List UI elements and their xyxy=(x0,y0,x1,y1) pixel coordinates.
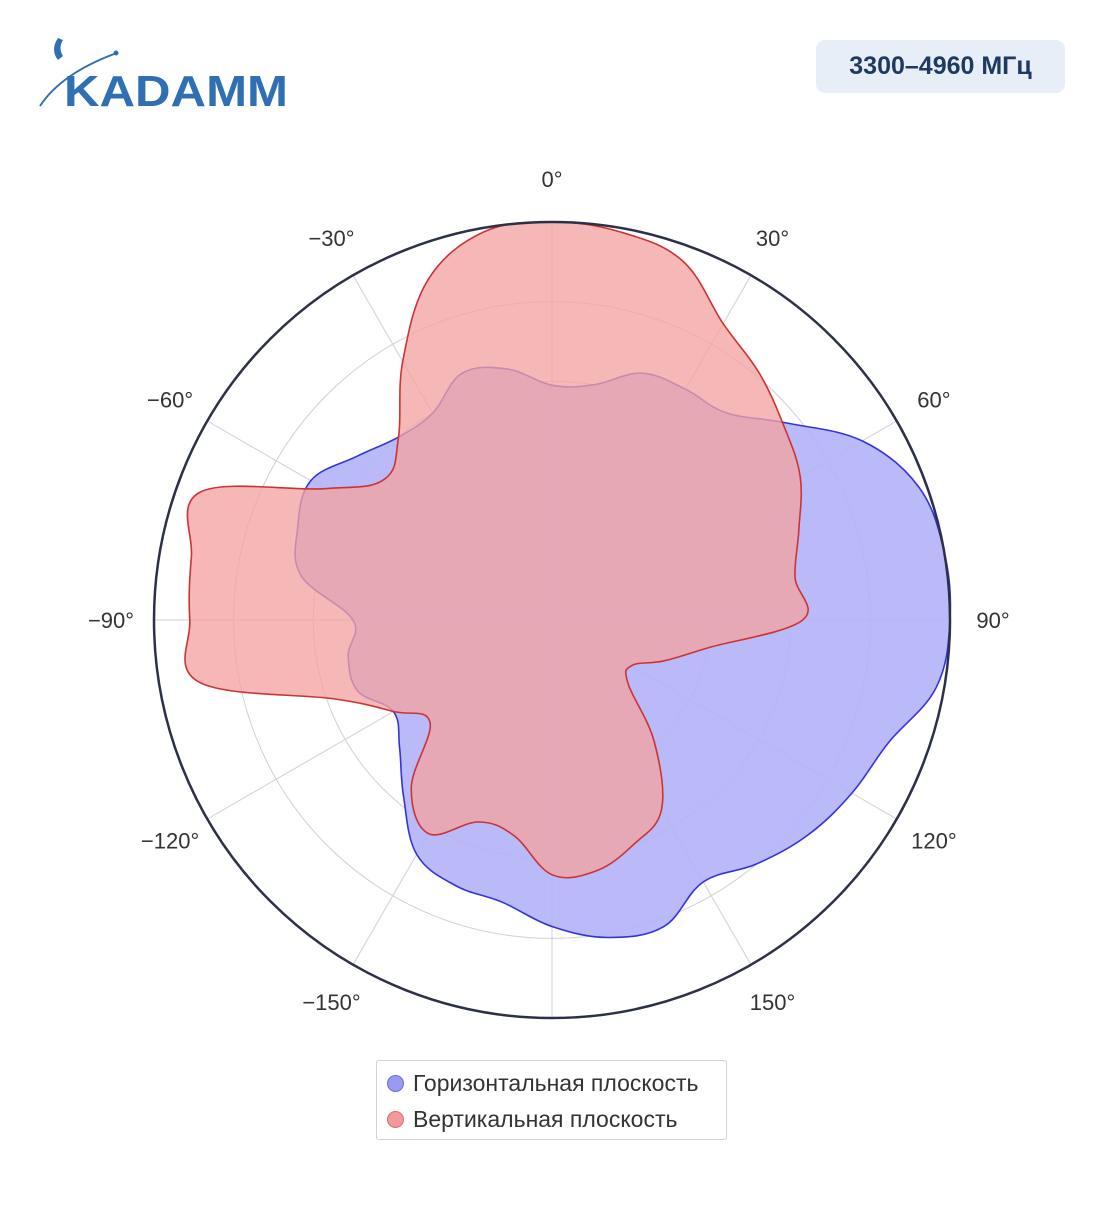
frequency-label: 3300–4960 МГц xyxy=(849,52,1032,80)
angular-tick-label: 0° xyxy=(541,167,562,192)
angular-tick-label: −60° xyxy=(147,388,193,413)
angular-tick-labels: 0° 30° 60° 90° 120° 150° 180° −150° −120° −90° −60… xyxy=(88,167,1010,1074)
polar-frame xyxy=(152,220,952,1020)
legend-swatch-vertical xyxy=(387,1110,404,1128)
kadamm-logo: KADAMM xyxy=(39,38,288,114)
angular-tick-label: 180° xyxy=(529,1049,575,1074)
logo-dot-icon xyxy=(113,50,119,56)
logo-swoosh-icon xyxy=(39,53,115,107)
series-vertical-area xyxy=(184,221,809,879)
polar-outer-ring xyxy=(152,220,952,1020)
legend-label-vertical: Вертикальная плоскость xyxy=(413,1105,678,1132)
angular-tick-label: −90° xyxy=(88,608,134,633)
frequency-badge: 3300–4960 МГц xyxy=(816,40,1065,93)
angular-tick-label: −30° xyxy=(308,226,354,251)
angular-tick-label: 90° xyxy=(976,608,1009,633)
legend-swatch-horizontal xyxy=(387,1074,404,1092)
legend-item-vertical[interactable]: Вертикальная плоскость xyxy=(387,1104,677,1134)
logo-wave-icon xyxy=(54,38,63,60)
legend: Горизонтальная плоскость Вертикальная пл… xyxy=(376,1060,727,1140)
angular-tick-label: 30° xyxy=(756,226,789,251)
angular-tick-label: −150° xyxy=(302,990,360,1015)
series-layer xyxy=(184,221,952,939)
legend-item-horizontal[interactable]: Горизонтальная плоскость xyxy=(387,1068,699,1098)
angular-tick-label: 150° xyxy=(750,990,796,1015)
angular-tick-label: 120° xyxy=(911,829,957,854)
angular-tick-label: 60° xyxy=(917,388,950,413)
logo-text: KADAMM xyxy=(64,67,288,114)
legend-label-horizontal: Горизонтальная плоскость xyxy=(413,1069,699,1096)
angular-tick-label: −120° xyxy=(141,829,199,854)
